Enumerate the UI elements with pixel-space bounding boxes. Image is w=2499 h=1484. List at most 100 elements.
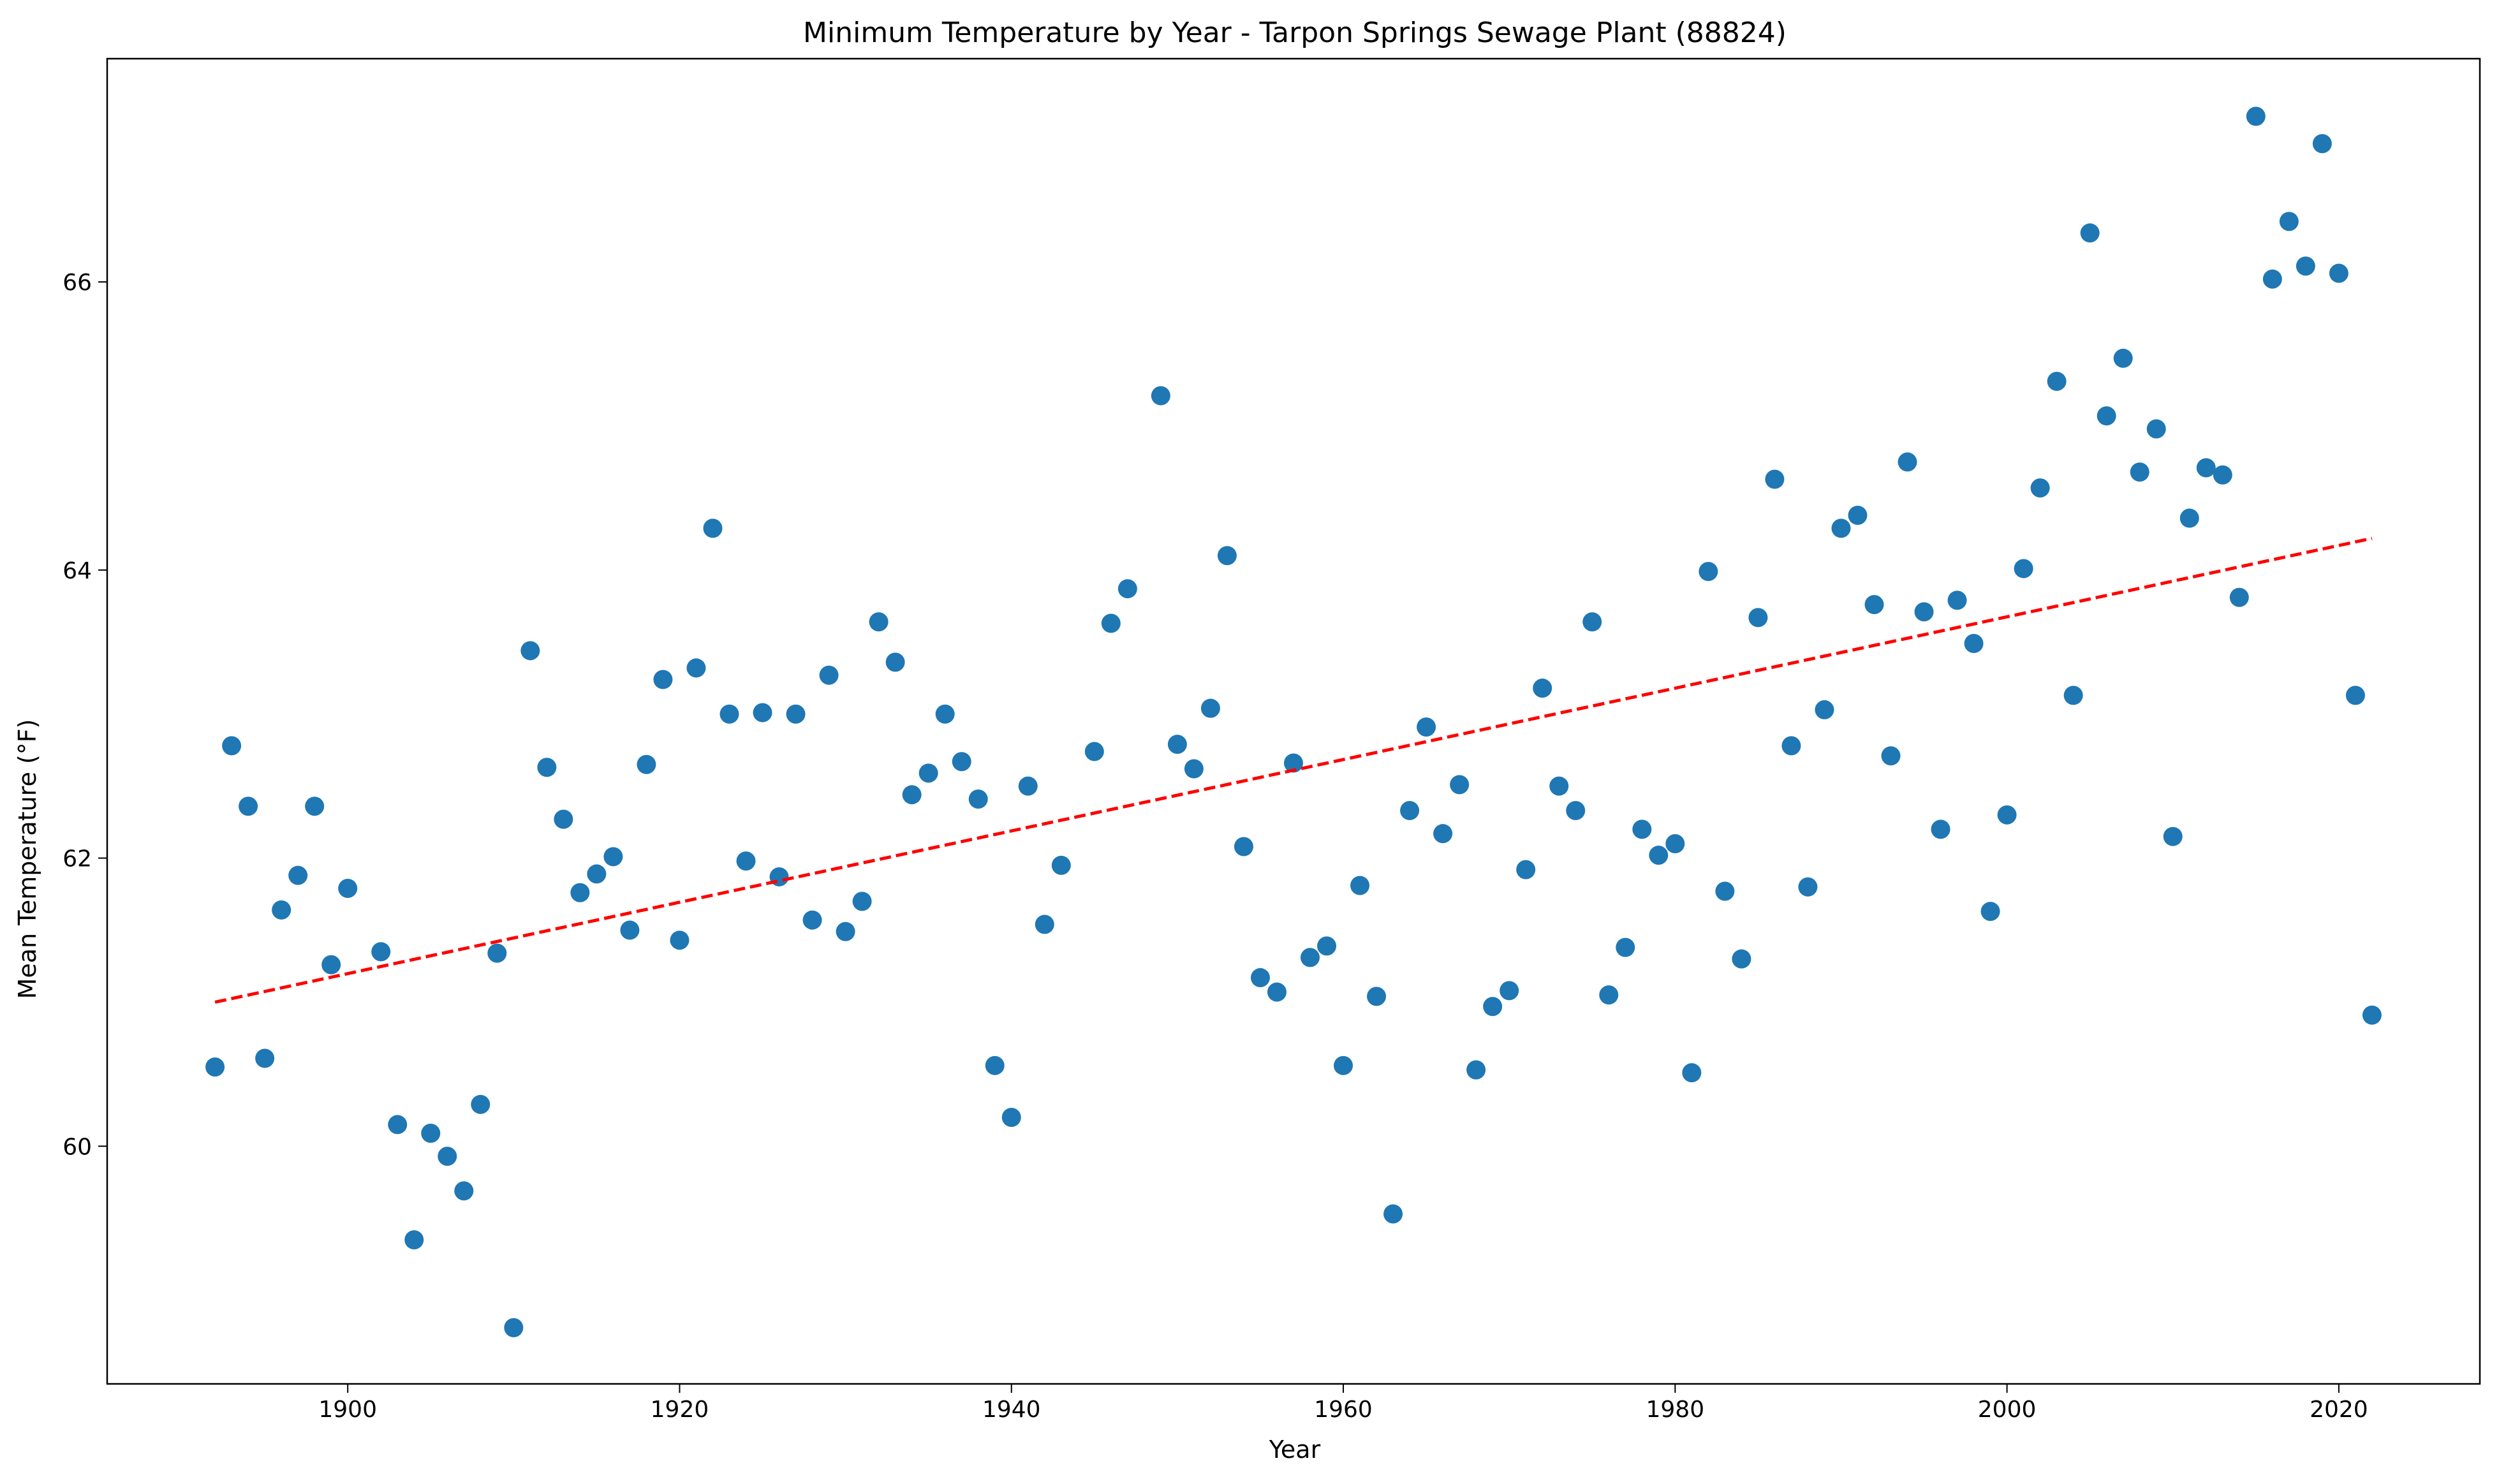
data-point	[703, 518, 723, 538]
data-point	[471, 1094, 490, 1114]
data-point	[288, 865, 308, 885]
data-point	[2097, 406, 2116, 426]
data-point	[918, 763, 938, 783]
data-point	[1931, 819, 1950, 839]
data-point	[1616, 937, 1635, 957]
data-point	[802, 910, 822, 930]
data-point	[205, 1057, 225, 1077]
data-point	[902, 785, 922, 805]
x-tick-label: 1960	[1314, 1397, 1373, 1423]
data-point	[1317, 936, 1337, 956]
data-point	[2345, 686, 2365, 705]
data-point	[454, 1181, 474, 1201]
data-point	[1898, 452, 1917, 472]
data-point	[239, 797, 258, 816]
data-point	[736, 851, 756, 871]
data-point	[1234, 837, 1253, 856]
data-point	[2262, 269, 2282, 289]
data-point	[1301, 948, 1320, 967]
data-point	[1715, 881, 1735, 901]
data-point	[603, 847, 623, 867]
data-point	[487, 943, 507, 963]
data-point	[670, 930, 689, 950]
data-point	[1682, 1063, 1702, 1083]
data-point	[2030, 478, 2050, 498]
data-point	[1864, 595, 1884, 615]
data-point	[1914, 602, 1934, 622]
data-point	[1417, 717, 1436, 737]
data-point	[1533, 679, 1552, 698]
data-point	[2196, 458, 2216, 478]
data-point	[2080, 223, 2100, 243]
data-point	[653, 670, 673, 689]
data-point	[2047, 371, 2067, 391]
data-point	[885, 652, 905, 672]
x-tick-label: 2000	[1978, 1397, 2037, 1423]
data-point	[1798, 877, 1818, 897]
data-point	[753, 703, 772, 723]
data-point	[719, 704, 739, 724]
x-tick-label: 1920	[651, 1397, 709, 1423]
data-point	[272, 900, 291, 920]
data-point	[2329, 263, 2348, 283]
data-point	[952, 752, 971, 772]
data-point	[2312, 134, 2332, 154]
data-point	[570, 883, 590, 902]
data-point	[554, 809, 573, 829]
data-point	[1848, 506, 1868, 525]
data-point	[1466, 1060, 1486, 1080]
data-point	[438, 1147, 457, 1166]
data-point	[1267, 982, 1286, 1002]
data-point	[1367, 987, 1387, 1006]
data-point	[321, 955, 341, 974]
data-point	[1433, 824, 1453, 844]
data-point	[869, 612, 888, 632]
data-point	[1765, 469, 1785, 489]
data-point	[1699, 562, 1718, 582]
data-point	[819, 665, 839, 685]
data-point	[2146, 419, 2166, 439]
data-point	[968, 789, 988, 809]
data-point	[637, 754, 656, 774]
data-point	[985, 1055, 1005, 1075]
data-point	[1383, 1204, 1403, 1224]
data-point	[1566, 801, 1586, 821]
x-tick-label: 1900	[318, 1397, 377, 1423]
data-point	[504, 1318, 524, 1337]
y-tick-label: 66	[63, 270, 92, 296]
data-point	[1815, 700, 1834, 719]
data-point	[587, 864, 607, 884]
data-point	[620, 920, 640, 940]
data-point	[421, 1123, 441, 1143]
data-point	[388, 1115, 408, 1135]
data-point	[1549, 776, 1569, 796]
data-point	[1350, 876, 1370, 895]
y-tick-label: 64	[63, 558, 92, 584]
data-point	[2362, 1005, 2382, 1025]
data-point	[1947, 591, 1967, 610]
data-point	[1284, 753, 1303, 773]
data-point	[1051, 855, 1071, 875]
data-point	[1831, 518, 1851, 538]
data-point	[1117, 579, 1137, 599]
x-tick-label: 2020	[2310, 1397, 2368, 1423]
x-tick-label: 1980	[1646, 1397, 1705, 1423]
data-point	[2063, 686, 2083, 705]
plot-area: 1900 1920 1940 1960 1980 2000 2020 60 62 64 66	[63, 57, 2481, 1423]
data-point	[1167, 735, 1187, 754]
data-point	[2130, 462, 2149, 482]
x-tick-label: 1940	[982, 1397, 1041, 1423]
data-point	[1184, 759, 1204, 779]
data-point	[338, 879, 358, 899]
data-point	[686, 658, 706, 678]
data-point	[852, 892, 872, 911]
data-point	[1084, 742, 1104, 761]
x-axis-label: Year	[1269, 1436, 1321, 1464]
data-point	[1980, 902, 2000, 922]
data-point	[2213, 465, 2232, 485]
data-point	[1632, 819, 1652, 839]
data-point	[255, 1048, 275, 1068]
data-point	[836, 922, 855, 941]
data-point	[2163, 826, 2183, 846]
